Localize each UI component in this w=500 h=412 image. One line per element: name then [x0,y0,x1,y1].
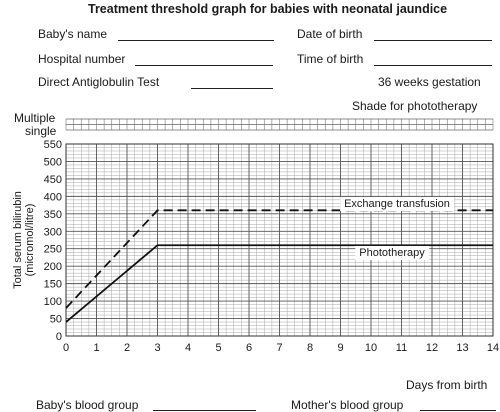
dat-label: Direct Antiglobulin Test [38,75,160,89]
time-of-birth-label: Time of birth [297,52,364,66]
x-tick-label: 12 [426,342,438,354]
x-tick-label: 14 [487,342,499,354]
time-of-birth-field[interactable] [374,65,492,66]
phototherapy-shade-strip[interactable] [65,118,494,131]
gestation-label: 36 weeks gestation [378,75,481,89]
single-label: single [25,124,57,138]
x-tick-label: 3 [154,342,160,354]
phototherapy-label: Phototherapy [355,245,430,260]
exchange-transfusion-label-bg [340,197,454,212]
x-tick-label: 7 [276,342,282,354]
mothers-blood-group-label: Mother's blood group [291,398,404,412]
y-tick-label: 150 [44,279,62,291]
dat-field[interactable] [191,88,273,89]
y-tick-label: 400 [44,191,62,203]
y-tick-label: 450 [44,174,62,186]
x-tick-label: 1 [93,342,99,354]
y-axis-label: Total serum bilirubin [12,191,24,289]
x-tick-label: 11 [396,342,407,354]
x-tick-label: 9 [337,342,343,354]
x-tick-label: 2 [124,342,130,354]
y-tick-label: 200 [44,261,62,273]
mothers-blood-group-field[interactable] [420,410,496,411]
major-grid [65,143,494,337]
y-tick-label: 0 [56,331,62,343]
x-tick-label: 6 [246,342,252,354]
x-tick-label: 8 [307,342,313,354]
y-tick-label: 350 [44,209,62,221]
babys-name-field[interactable] [118,40,274,41]
babys-blood-group-field[interactable] [153,410,256,411]
phototherapy-line [65,244,493,323]
exchange-transfusion-label: Exchange transfusion [340,197,454,212]
date-of-birth-field[interactable] [374,40,492,41]
multiple-label: Multiple [14,111,56,125]
phototherapy-label-text: Phototherapy [359,247,425,259]
y-tick-label: 250 [44,244,62,256]
x-tick-label: 13 [456,342,468,354]
hospital-number-field[interactable] [135,65,273,66]
exchange-transfusion-label-text: Exchange transfusion [344,198,450,210]
babys-blood-group-label: Baby's blood group [36,398,139,412]
y-tick-label: 500 [44,156,62,168]
x-tick-label: 10 [365,342,377,354]
phototherapy-label-bg [355,245,430,260]
x-tick-label: 4 [185,342,191,354]
x-tick-label: 0 [63,342,69,354]
shade-note: Shade for phototherapy [352,99,478,113]
babys-name-label: Baby's name [38,27,107,41]
x-axis-label: Days from birth [406,378,488,392]
chart-title: Treatment threshold graph for babies wit… [88,2,448,16]
y-axis-label-units: (micromol/litre) [24,204,36,277]
x-tick-label: 5 [215,342,221,354]
plot-frame [65,143,494,337]
y-tick-label: 100 [44,296,62,308]
hospital-number-label: Hospital number [38,52,126,66]
y-tick-label: 550 [44,139,62,151]
y-tick-label: 50 [50,314,62,326]
y-tick-label: 300 [44,226,62,238]
date-of-birth-label: Date of birth [297,27,363,41]
